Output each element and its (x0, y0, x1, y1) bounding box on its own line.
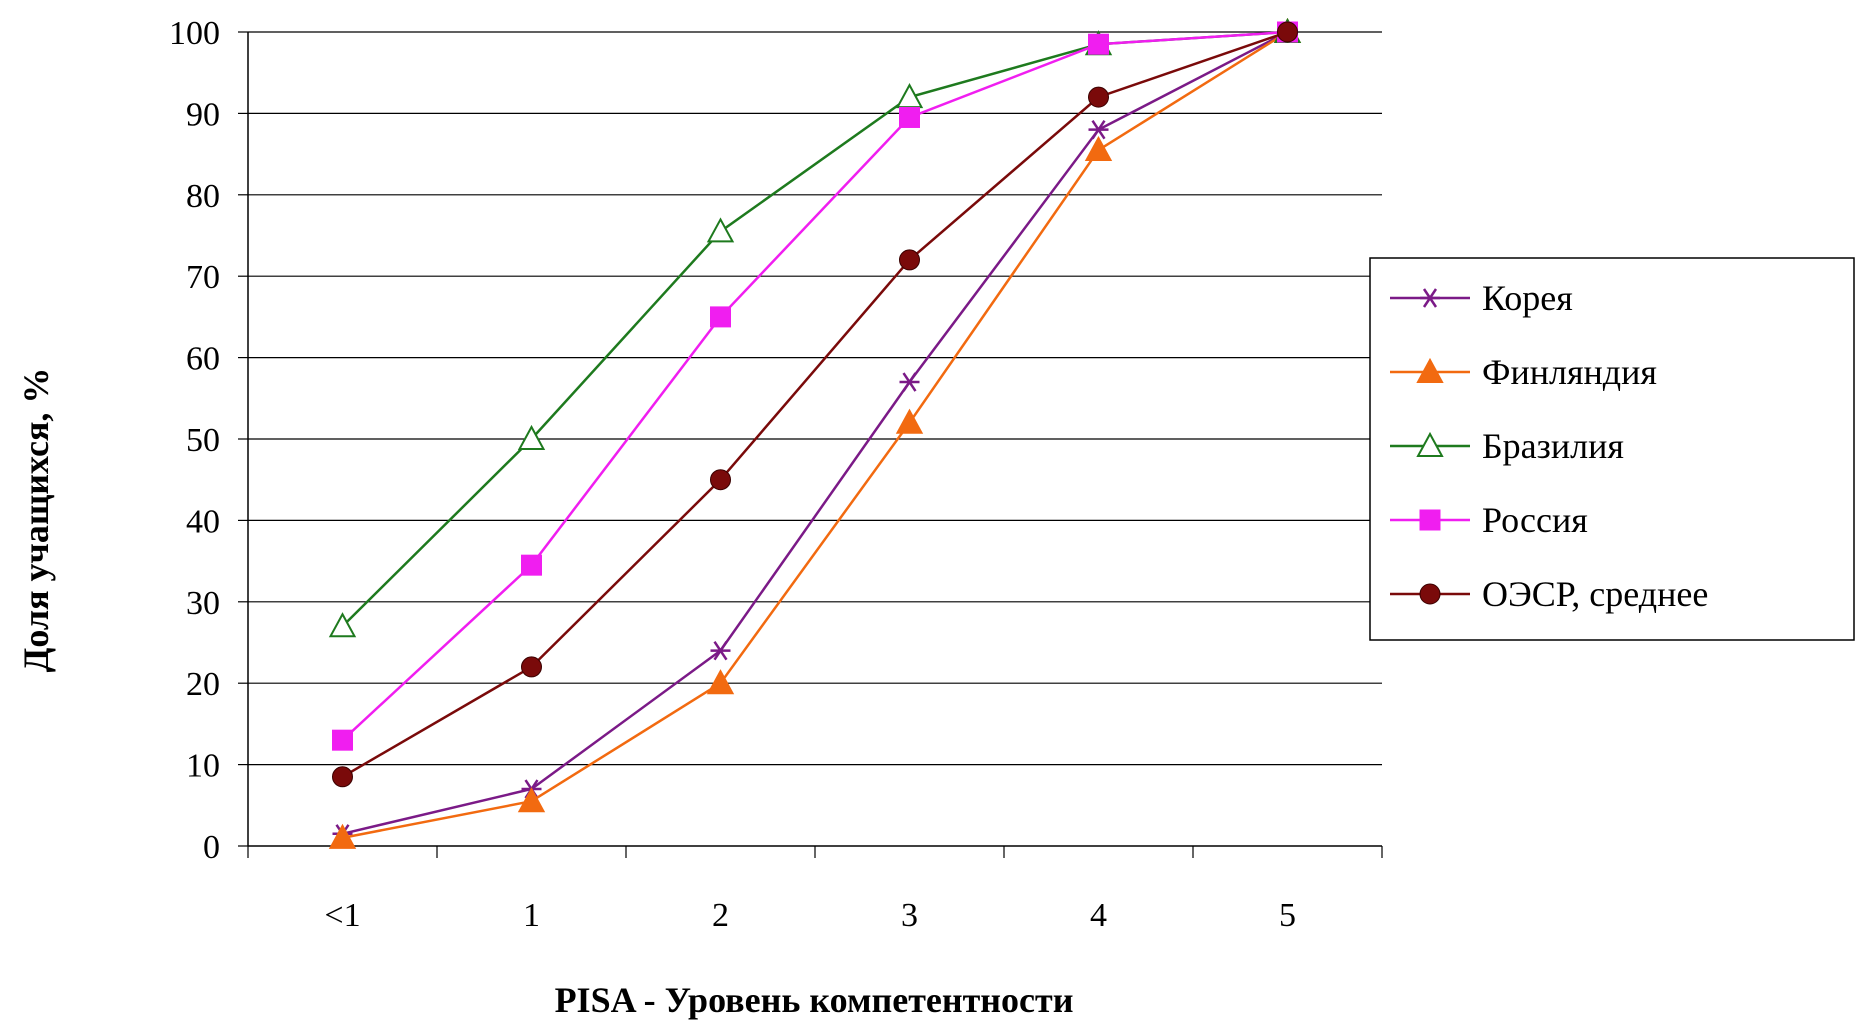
legend-box (1369, 257, 1855, 641)
series-line (341, 30, 1288, 742)
data-point (899, 249, 920, 271)
data-point (1088, 119, 1109, 140)
x-tick-label: 1 (523, 897, 540, 934)
legend-item: ОЭСР, среднее (1390, 574, 1708, 614)
y-tick-label: 90 (186, 96, 220, 133)
legend-label: Финляндия (1482, 352, 1657, 392)
x-axis-title: PISA - Уровень компетентности (555, 980, 1074, 1020)
y-tick-label: 0 (203, 829, 220, 866)
data-point (899, 372, 920, 392)
data-point (1088, 86, 1109, 108)
series-0 (332, 22, 1298, 844)
data-point (328, 612, 357, 638)
y-tick-label: 100 (169, 15, 220, 52)
data-point (328, 823, 357, 849)
legend-item: Корея (1390, 278, 1573, 318)
data-point (332, 766, 353, 788)
legend-marker (1420, 288, 1440, 308)
x-tick-label: 2 (712, 897, 729, 934)
y-tick-label: 10 (186, 748, 220, 785)
data-point (517, 424, 546, 450)
data-point (706, 217, 735, 243)
data-point (899, 106, 920, 128)
y-tick-label: 30 (186, 585, 220, 622)
x-tick-label: <1 (324, 897, 360, 934)
series-1 (328, 17, 1302, 849)
x-tick-label: 4 (1090, 897, 1107, 934)
legend: Корея Финляндия Бразилия Россия ОЭСР, средне… (1369, 257, 1855, 641)
series-4 (332, 21, 1298, 788)
star-stroke (1422, 288, 1438, 308)
series-2 (328, 17, 1302, 638)
data-point (1277, 21, 1298, 43)
data-point (517, 787, 546, 813)
data-point (706, 669, 735, 695)
data-point (521, 656, 542, 678)
series-line (342, 30, 1289, 840)
star-stroke (713, 640, 728, 661)
legend-marker (1419, 583, 1441, 605)
y-tick-label: 20 (186, 666, 220, 703)
legend-item: Россия (1390, 500, 1588, 540)
series-line (341, 30, 1288, 778)
gridlines (248, 31, 1382, 766)
x-tick-label: 5 (1279, 897, 1296, 934)
y-tick-label: 80 (186, 178, 220, 215)
data-point (895, 83, 924, 109)
legend-marker (1416, 431, 1444, 457)
y-tick-label: 60 (186, 341, 220, 378)
data-point (895, 408, 924, 434)
star-stroke (1091, 119, 1106, 140)
legend-item: Бразилия (1390, 426, 1624, 466)
series-lines (328, 17, 1302, 849)
legend-item: Финляндия (1390, 352, 1657, 392)
data-point (710, 306, 731, 328)
data-point (332, 729, 353, 751)
data-point (710, 469, 731, 491)
legend-label: ОЭСР, среднее (1482, 574, 1708, 614)
x-tick-label: 3 (901, 897, 918, 934)
legend-label: Корея (1482, 278, 1573, 318)
y-axis-title: Доля учащихся, % (16, 368, 56, 673)
y-tick-label: 50 (186, 422, 220, 459)
legend-label: Россия (1482, 500, 1588, 540)
data-point (710, 640, 731, 661)
data-point (1088, 33, 1109, 55)
star-stroke (902, 372, 917, 392)
data-point (1084, 135, 1113, 162)
series-3 (332, 21, 1298, 751)
legend-label: Бразилия (1482, 426, 1624, 466)
legend-marker (1416, 357, 1444, 383)
data-point (521, 554, 542, 576)
axes (238, 31, 1383, 858)
y-tick-label: 70 (186, 259, 220, 296)
y-tick-label: 40 (186, 503, 220, 540)
legend-marker (1419, 509, 1441, 531)
tick-labels: 0 10 20 30 40 50 60 70 80 90 100 <1 1 2 3 4 5 (169, 15, 1296, 934)
series-line (342, 30, 1289, 836)
